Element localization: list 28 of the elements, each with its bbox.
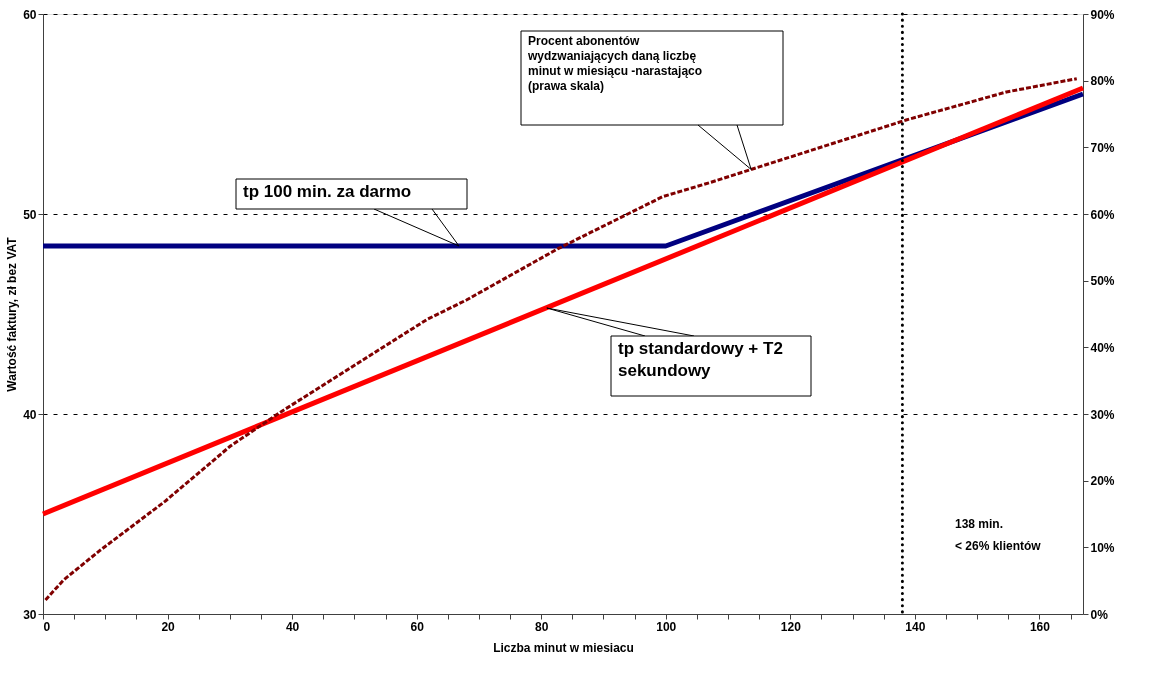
y2-tick-label: 20%: [1090, 474, 1115, 489]
y2-tick-label: 60%: [1090, 207, 1115, 222]
annotation: 138 min. < 26% klientów: [955, 517, 1042, 553]
x-tick-label: 20: [161, 619, 176, 634]
y-tick-label: 30: [23, 607, 37, 622]
y-axis-title: Wartość faktury, zł bez VAT: [5, 236, 20, 392]
x-tick-label: 80: [535, 619, 549, 634]
x-tick-label: 0: [43, 619, 51, 634]
y2-tick-label: 10%: [1090, 540, 1115, 555]
y-tick-label: 60: [23, 7, 37, 22]
y-tick-label: 40: [23, 407, 37, 422]
y2-tick-label: 90%: [1090, 7, 1115, 22]
x-tick-label: 120: [780, 619, 802, 634]
y2-tick-label: 40%: [1090, 340, 1115, 355]
y2-tick-label: 0%: [1090, 607, 1109, 622]
line-series: [43, 77, 1079, 602]
x-axis-title: Liczba minut w miesiacu: [493, 640, 634, 655]
x-tick-label: 40: [285, 619, 300, 634]
x-tick-label: 160: [1029, 619, 1051, 634]
x-tick-label: 140: [905, 619, 926, 634]
y2-tick-label: 80%: [1090, 74, 1115, 89]
y2-tick-label: 70%: [1090, 140, 1115, 155]
y-tick-label: 50: [23, 207, 37, 222]
y2-tick-label: 30%: [1090, 407, 1115, 422]
y2-tick-label: 50%: [1090, 274, 1115, 289]
x-tick-label: 60: [410, 619, 425, 634]
x-tick-label: 100: [656, 619, 677, 634]
annotation: tp standardowy + T2 sekundowy: [618, 339, 783, 380]
